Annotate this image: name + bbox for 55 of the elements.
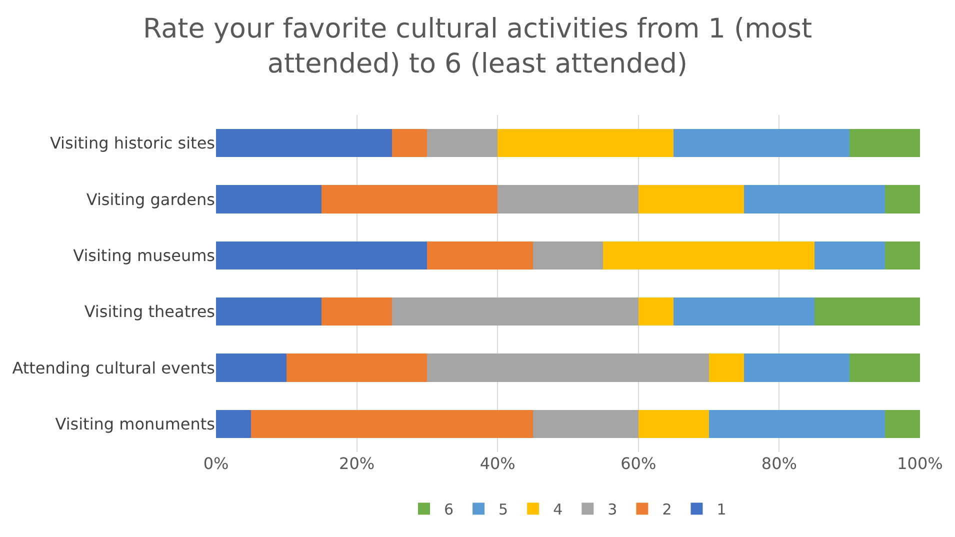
bar xyxy=(498,129,674,158)
y-tick-label: Visiting gardens xyxy=(86,190,215,209)
legend-label: 2 xyxy=(662,500,672,519)
x-tick-label: 80% xyxy=(761,454,797,473)
bar xyxy=(216,354,286,382)
y-tick-label: Visiting museums xyxy=(73,246,215,266)
legend-label: 5 xyxy=(498,500,508,519)
bar xyxy=(603,241,814,270)
bar xyxy=(427,129,498,158)
legend-label: 3 xyxy=(608,500,618,519)
bar xyxy=(814,241,885,270)
y-tick-label: Visiting theatres xyxy=(84,302,215,322)
bar xyxy=(322,298,392,326)
x-tick-label: 40% xyxy=(480,454,516,473)
chart-title: Rate your favorite cultural activities from 1 (most attended) to 6 (least attended) xyxy=(142,14,812,80)
bar xyxy=(850,129,920,158)
bar xyxy=(708,354,744,382)
y-tick-label: Attending cultural events xyxy=(12,358,215,378)
bar xyxy=(322,185,498,214)
bar xyxy=(850,354,920,382)
y-tick-label: Visiting historic sites xyxy=(50,134,215,153)
bar xyxy=(884,241,920,270)
bar xyxy=(708,410,885,438)
x-tick-label: 100% xyxy=(897,454,943,473)
bar xyxy=(638,410,709,438)
bar xyxy=(427,354,709,382)
bar xyxy=(392,129,428,158)
bar xyxy=(216,185,322,214)
legend-label: 1 xyxy=(716,500,726,519)
x-tick-label: 60% xyxy=(620,454,656,473)
bar xyxy=(216,410,252,438)
bar xyxy=(498,185,638,214)
legend-label: 4 xyxy=(553,500,563,519)
bar xyxy=(674,129,850,158)
bar xyxy=(251,410,533,438)
bar xyxy=(216,129,392,158)
bar xyxy=(216,241,428,270)
bar xyxy=(532,241,604,270)
bar xyxy=(884,185,920,214)
bar xyxy=(286,354,428,382)
legend-label: 6 xyxy=(444,500,454,519)
bar xyxy=(427,241,533,270)
bar xyxy=(744,185,885,214)
bar xyxy=(638,185,744,214)
bar xyxy=(674,298,814,326)
x-tick-label: 0% xyxy=(203,454,229,473)
bar xyxy=(744,354,850,382)
y-tick-label: Visiting monuments xyxy=(55,414,215,434)
bar xyxy=(532,410,638,438)
x-tick-label: 20% xyxy=(339,454,375,473)
bar xyxy=(216,298,322,326)
bar xyxy=(884,410,920,438)
bar xyxy=(638,298,674,326)
bar xyxy=(814,298,920,326)
bar xyxy=(392,298,638,326)
